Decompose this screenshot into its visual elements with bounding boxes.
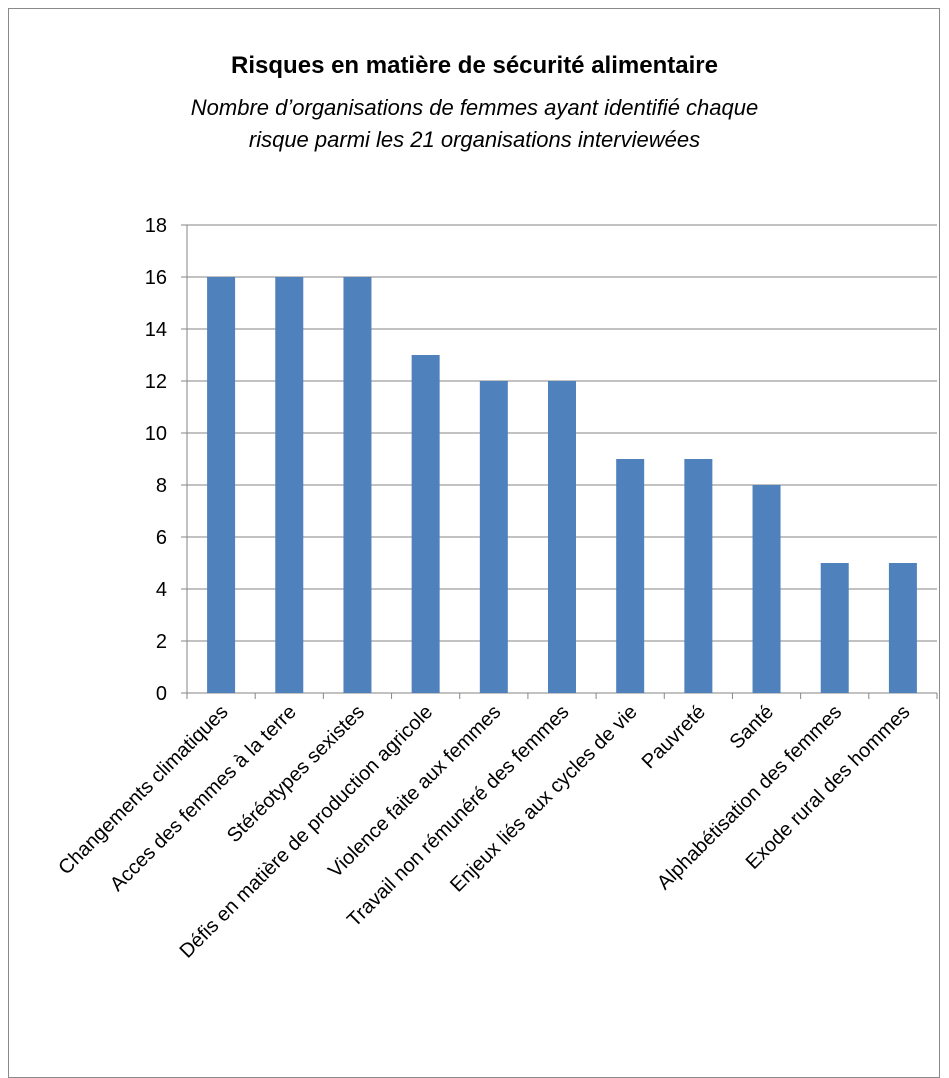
y-tick-label: 10 xyxy=(145,423,167,445)
bar xyxy=(275,277,304,693)
bar xyxy=(616,459,645,693)
y-tick-label: 6 xyxy=(156,527,167,549)
bar xyxy=(548,381,576,693)
y-tick-label: 14 xyxy=(145,319,167,341)
y-tick-label: 12 xyxy=(145,371,167,393)
bar xyxy=(343,277,372,693)
chart-subtitle: Nombre d’organisations de femmes ayant i… xyxy=(0,92,949,156)
y-tick-label: 8 xyxy=(156,475,167,497)
chart-frame xyxy=(8,8,940,1078)
y-tick-label: 0 xyxy=(156,683,167,705)
y-tick-label: 2 xyxy=(156,631,167,653)
bar xyxy=(411,355,440,693)
y-tick-label: 18 xyxy=(145,215,167,237)
x-category-label: Défis en matière de production agricole xyxy=(176,701,438,963)
bar xyxy=(207,277,236,693)
x-category-label: Santé xyxy=(726,701,779,754)
bar xyxy=(820,563,849,693)
bar xyxy=(888,563,917,693)
bar xyxy=(752,485,781,693)
x-category-label: Pauvreté xyxy=(638,701,710,773)
bar xyxy=(684,459,713,693)
y-tick-label: 16 xyxy=(145,267,167,289)
chart-subtitle-line-1: Nombre d’organisations de femmes ayant i… xyxy=(190,95,759,120)
chart-title: Risques en matière de sécurité alimentai… xyxy=(231,52,718,79)
x-category-label: Stéréotypes sexistes xyxy=(223,701,369,847)
y-tick-label: 4 xyxy=(156,579,167,601)
bar xyxy=(479,381,508,693)
chart-subtitle-line-2: risque parmi les 21 organisations interv… xyxy=(248,127,701,152)
